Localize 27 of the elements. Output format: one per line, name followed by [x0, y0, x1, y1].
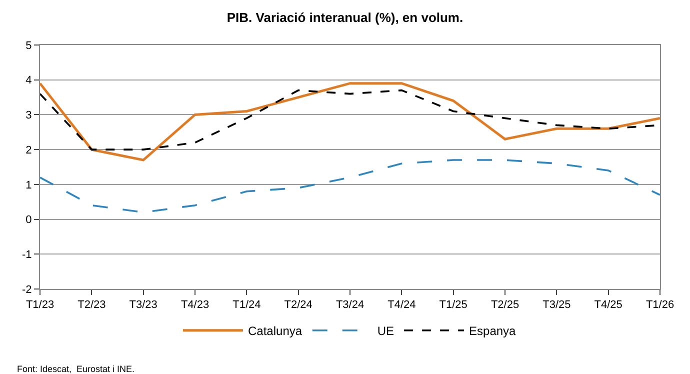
line-series: [40, 82, 660, 162]
y-tick-label: 3: [26, 110, 32, 122]
y-tick-label: -2: [22, 284, 32, 296]
x-tick-label: T3/24: [336, 299, 364, 312]
x-tick-label: T2/25: [490, 299, 520, 312]
legend-label: UE: [377, 324, 394, 338]
x-tick-label: T2/23: [78, 299, 106, 312]
y-tick-label: 1: [26, 179, 32, 192]
chart-title: PIB. Variació interanual (%), en volum.: [226, 10, 464, 26]
legend-label: Catalunya: [248, 324, 302, 338]
x-tick-label: T1/26: [646, 299, 674, 312]
x-tick-label: T3/25: [542, 299, 571, 312]
text: Font: Idescat, Eurostat i INE.: [17, 364, 135, 374]
x-tick-label: T4/24: [388, 299, 416, 312]
y-tick-label: 5: [26, 40, 32, 52]
y-tick-label: 2: [26, 144, 32, 156]
y-tick-label: 0: [26, 214, 32, 226]
y-tick-label: 4: [26, 74, 32, 87]
legend-label: Espanya: [469, 324, 516, 338]
x-tick-label: T4/23: [180, 299, 210, 312]
x-tick-label: T1/24: [232, 299, 261, 312]
x-tick-label: T3/23: [129, 299, 158, 312]
x-tick-label: T4/25: [594, 299, 622, 312]
x-tick-label: T2/24: [284, 299, 312, 312]
x-tick-label: T1/25: [439, 299, 468, 312]
y-tick-label: -1: [22, 248, 32, 261]
x-tick-label: T1/23: [26, 299, 54, 312]
